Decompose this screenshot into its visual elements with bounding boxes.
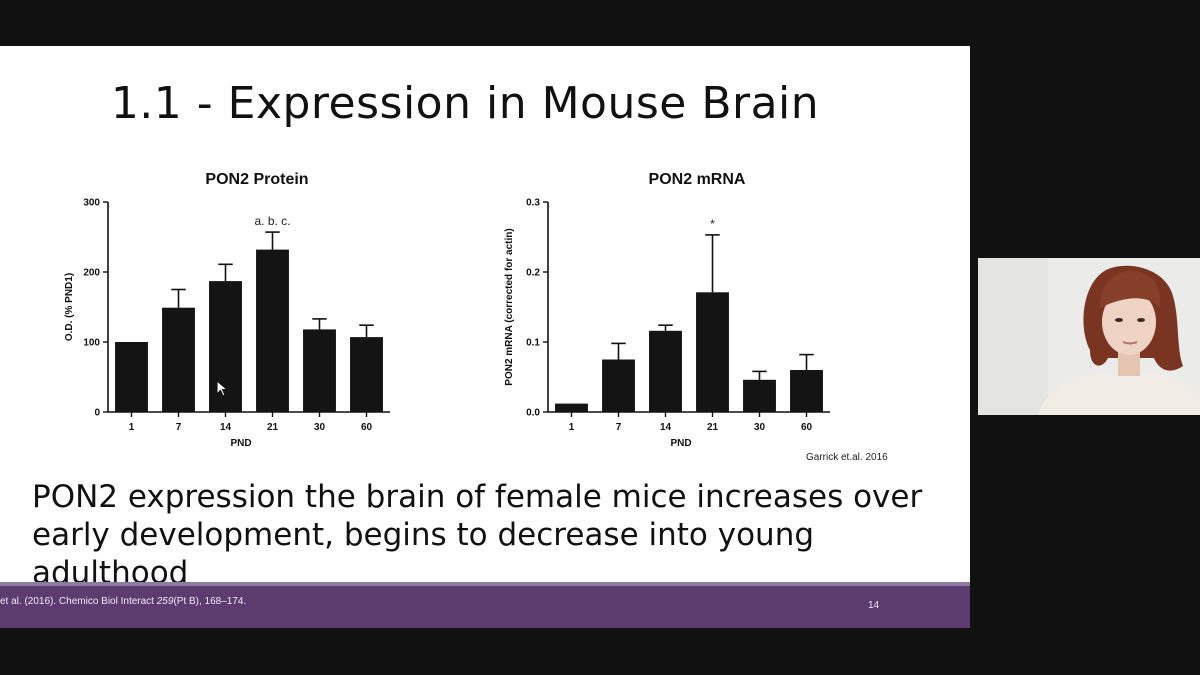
x-tick-label: 21: [707, 422, 719, 433]
bar-21: [696, 292, 729, 412]
chart-title: PON2 Protein: [205, 171, 308, 188]
x-tick-label: 60: [801, 422, 813, 433]
presenter-webcam: [978, 258, 1200, 415]
footer-reference: et al. (2016). Chemico Biol Interact 259…: [0, 596, 247, 607]
x-tick-label: 7: [176, 422, 182, 433]
bar-14: [649, 330, 682, 412]
bar-21: [256, 249, 289, 412]
bar-1: [555, 403, 588, 412]
bar-7: [602, 359, 635, 412]
y-tick-label: 0.3: [526, 198, 540, 209]
y-tick-label: 0.2: [526, 268, 540, 279]
x-axis-label: PND: [230, 438, 251, 449]
bar-30: [743, 379, 776, 412]
slide-body-text: PON2 expression the brain of female mice…: [32, 479, 923, 591]
x-tick-label: 7: [616, 422, 622, 433]
y-tick-label: 0.0: [526, 408, 540, 419]
x-tick-label: 14: [660, 422, 672, 433]
annotation-label: *: [710, 217, 715, 231]
mouse-cursor-icon: [216, 380, 228, 397]
x-tick-label: 14: [220, 422, 232, 433]
x-tick-label: 1: [129, 422, 135, 433]
slide-number: 14: [868, 600, 880, 611]
slide-footer-bar: et al. (2016). Chemico Biol Interact 259…: [0, 582, 970, 628]
y-tick-label: 300: [83, 198, 100, 209]
bar-1: [115, 342, 148, 412]
pon2-mrna-chart: PON2 mRNA 0.0 0.1 0.2 0.3 PON2 mRNA (correcte…: [490, 164, 890, 454]
bar-60: [350, 337, 383, 412]
presenter-video-icon: [978, 258, 1200, 415]
x-tick-label: 21: [267, 422, 279, 433]
x-tick-label: 60: [361, 422, 373, 433]
x-tick-label: 30: [314, 422, 326, 433]
y-tick-label: 100: [83, 338, 100, 349]
pon2-protein-chart: PON2 Protein 0 100 200 300 O.D. (% PND1) 1 7 14 2…: [50, 164, 450, 454]
bar-14: [209, 281, 242, 412]
chart-svg-0: PON2 Protein 0 100 200 300 O.D. (% PND1) 1 7 14 2…: [64, 171, 390, 449]
y-axis-label: PON2 mRNA (corrected for actin): [504, 228, 515, 385]
annotation-label: a. b. c.: [254, 214, 290, 228]
bar-30: [303, 329, 336, 412]
chart-svg-1: PON2 mRNA 0.0 0.1 0.2 0.3 PON2 mRNA (correcte…: [504, 171, 830, 449]
bar-60: [790, 370, 823, 412]
y-tick-label: 0.1: [526, 338, 540, 349]
x-tick-label: 1: [569, 422, 575, 433]
presentation-slide: 1.1 - Expression in Mouse Brain PON2 Pro…: [0, 46, 970, 628]
y-tick-label: 200: [83, 268, 100, 279]
x-axis-label: PND: [670, 438, 691, 449]
y-axis-label: O.D. (% PND1): [64, 273, 75, 341]
slide-title: 1.1 - Expression in Mouse Brain: [110, 78, 820, 129]
x-tick-label: 30: [754, 422, 766, 433]
y-tick-label: 0: [94, 408, 100, 419]
bar-7: [162, 307, 195, 412]
chart-title: PON2 mRNA: [649, 171, 746, 188]
figure-citation: Garrick et.al. 2016: [806, 452, 888, 463]
